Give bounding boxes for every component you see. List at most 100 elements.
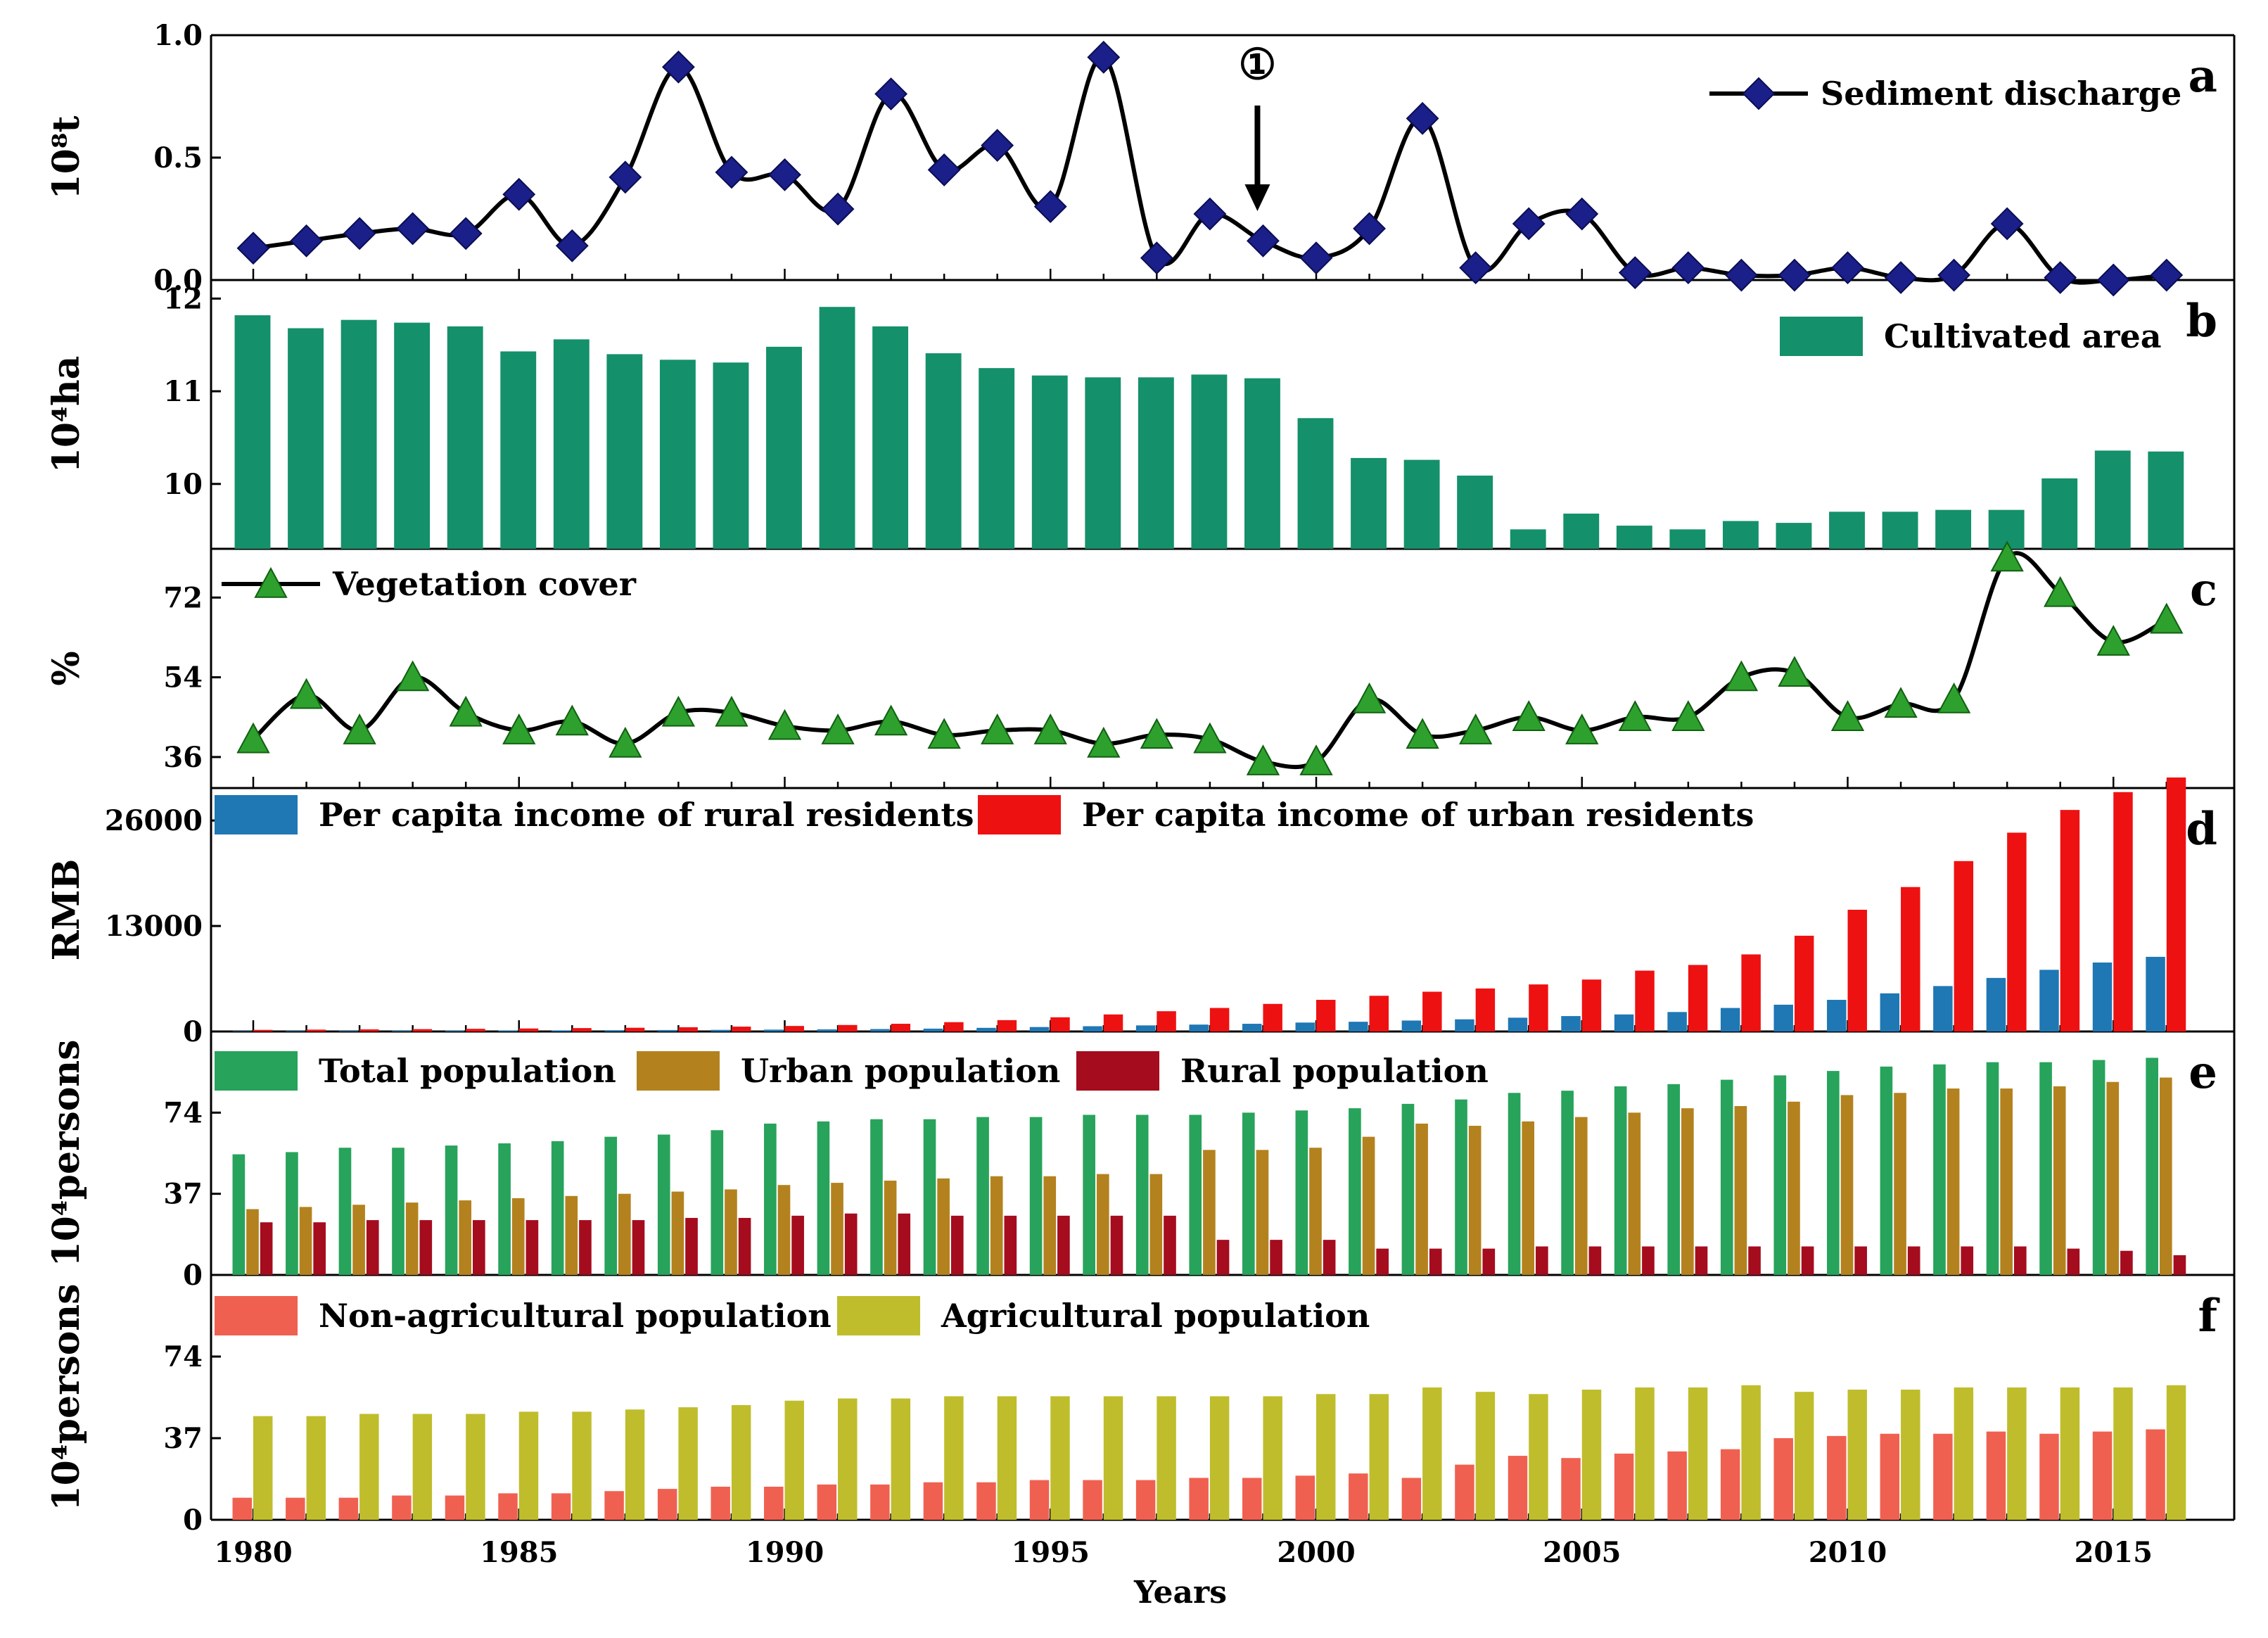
panel-b-legend-entry: Cultivated area: [1780, 317, 2162, 356]
legend-marker-swatch: [254, 566, 288, 598]
panel-c-letter: c: [2190, 564, 2217, 616]
panel-f-bar: [1103, 1396, 1123, 1520]
panel-e-bar: [1323, 1240, 1336, 1275]
panel-e-bar: [1801, 1246, 1814, 1275]
panel-b-bar: [1138, 377, 1174, 549]
panel-c-ylabel: %: [45, 651, 88, 685]
panel-f-bar: [1635, 1387, 1655, 1520]
panel-e-bar: [2000, 1088, 2013, 1275]
panel-f-bar: [2060, 1387, 2080, 1520]
panel-d-bar: [1529, 984, 1548, 1031]
panel-d-bar: [1741, 954, 1761, 1031]
panel-a-point: [1565, 197, 1599, 231]
panel-c-series-line: [251, 551, 2168, 770]
panel-e-bar: [2159, 1077, 2172, 1275]
y-tick-label: 74: [163, 1340, 203, 1373]
panel-e-bar: [352, 1205, 365, 1275]
panel-d-bar: [891, 1024, 911, 1031]
panel-e-bar: [525, 1220, 539, 1275]
panel-f-bar: [1422, 1387, 1442, 1520]
panel-c-point: [555, 704, 589, 736]
legend-color-swatch: [1780, 317, 1863, 356]
panel-d-bar: [466, 1029, 485, 1031]
panel-c-point: [1299, 744, 1333, 775]
panel-d-bar: [997, 1020, 1017, 1031]
panel-f-bar: [678, 1407, 698, 1520]
panel-d-bar: [2060, 810, 2080, 1031]
panel-a-point: [449, 217, 483, 250]
panel-e-bar: [990, 1176, 1003, 1275]
panel-f-bar: [1369, 1394, 1389, 1520]
panel-b-bar: [1351, 457, 1387, 549]
panel-a-point: [290, 224, 323, 258]
panel-e-bar: [1827, 1071, 1840, 1275]
panel-b-bar: [713, 362, 749, 549]
panel-e-bar: [2146, 1058, 2158, 1275]
panel-f-bar: [1401, 1478, 1422, 1520]
panel-c-point: [449, 695, 483, 727]
panel-b-bar: [1722, 521, 1759, 549]
panel-b-bar: [1563, 513, 1600, 549]
panel-d-bar: [1103, 1014, 1123, 1031]
panel-f-bar: [1157, 1396, 1176, 1520]
panel-e-bar: [1773, 1075, 1787, 1275]
panel-a-point: [1671, 251, 1705, 285]
legend-label: Cultivated area: [1884, 317, 2162, 355]
y-tick-label: 37: [163, 1422, 203, 1455]
panel-e-bar: [632, 1220, 645, 1275]
panel-a-point: [2096, 263, 2130, 297]
panel-c-point: [1990, 540, 2024, 572]
panel-e-bar: [657, 1134, 670, 1275]
panel-d-bar: [1422, 991, 1442, 1031]
legend-color-swatch: [978, 795, 1061, 834]
panel-e-bar: [2120, 1250, 2133, 1275]
panel-e-bar: [1522, 1121, 1535, 1275]
panel-d-letter: d: [2186, 803, 2217, 856]
panel-e-bar: [1854, 1246, 1867, 1275]
panel-e-bar: [459, 1200, 472, 1275]
panel-d-bar: [1295, 1022, 1315, 1031]
y-tick-label: 37: [163, 1178, 203, 1211]
panel-a-point: [1778, 258, 1811, 292]
panel-d-bar: [817, 1029, 837, 1031]
panel-b-bar: [606, 354, 643, 549]
panel-b-bar: [1403, 459, 1440, 549]
panel-a-point: [1140, 241, 1173, 275]
panel-d-bar: [838, 1024, 858, 1031]
panel-d-bar: [1157, 1011, 1176, 1031]
annotation-label: ①: [1239, 40, 1277, 89]
panel-f-bar: [891, 1398, 911, 1520]
panel-b: 10 11 12 10⁴ha b Cultivated area: [45, 280, 2236, 550]
x-tick-label: 2005: [1543, 1536, 1621, 1569]
legend-label: Vegetation cover: [332, 565, 637, 603]
panel-a-point: [1831, 251, 1864, 285]
panel-a-point: [661, 50, 695, 84]
panel-a-point: [1247, 224, 1280, 258]
x-axis-label: Years: [1133, 1575, 1227, 1611]
panel-a-point: [1353, 212, 1386, 246]
panel-f-bar: [1667, 1451, 1687, 1520]
panel-d-bar: [1720, 1008, 1740, 1031]
legend-marker-swatch: [1742, 77, 1776, 110]
panel-d-bar: [1083, 1026, 1102, 1031]
panel-f-bar: [1614, 1453, 1634, 1520]
panel-c-point: [1140, 718, 1174, 749]
panel-e-bar: [1216, 1240, 1230, 1275]
panel-a-point: [502, 177, 536, 211]
panel-b-bar: [1935, 509, 1972, 549]
panel-e-bar: [884, 1180, 897, 1275]
panel-a-point: [2044, 261, 2077, 294]
panel-f-bar: [1263, 1396, 1282, 1520]
panel-d-bar: [2007, 832, 2027, 1031]
panel-f-legend-entry: Non-agricultural population: [215, 1296, 832, 1335]
panel-b-bar: [1776, 523, 1812, 549]
panel-e-bar: [1083, 1115, 1095, 1275]
panel-f-bar: [2092, 1431, 2113, 1520]
panel-f-bar: [1050, 1396, 1070, 1520]
panel-f-bar: [412, 1414, 433, 1520]
panel-f-bar: [1135, 1480, 1156, 1520]
panel-b-bar: [1457, 475, 1493, 549]
panel-f-letter: f: [2198, 1290, 2219, 1342]
panel-f-bar: [1316, 1394, 1336, 1520]
panel-e-bar: [498, 1143, 511, 1275]
